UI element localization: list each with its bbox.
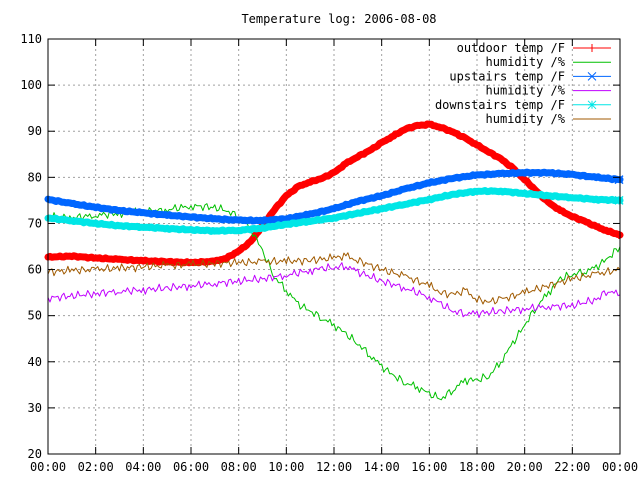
- series-layer: [44, 120, 624, 401]
- series-line: [44, 120, 624, 267]
- x-tick-label: 18:00: [459, 460, 495, 474]
- series-line: [44, 187, 624, 235]
- legend-label: upstairs temp /F: [449, 69, 565, 83]
- legend-label: outdoor temp /F: [457, 41, 565, 55]
- x-tick-label: 20:00: [507, 460, 543, 474]
- legend-label: humidity /%: [486, 112, 566, 126]
- y-tick-label: 90: [28, 124, 42, 138]
- x-tick-label: 08:00: [221, 460, 257, 474]
- y-tick-label: 70: [28, 216, 42, 230]
- legend-marker: [587, 100, 597, 110]
- legend-marker: [588, 44, 596, 52]
- y-tick-label: 30: [28, 401, 42, 415]
- axis-ticks: 20 30 40 50 60 70 80 90 100 110 00:00 02:00 04:00 06:…: [20, 32, 638, 474]
- x-tick-label: 02:00: [78, 460, 114, 474]
- series-3: [47, 262, 621, 319]
- x-tick-label: 10:00: [268, 460, 304, 474]
- x-tick-label: 06:00: [173, 460, 209, 474]
- y-tick-label: 110: [20, 32, 42, 46]
- series-line: [47, 252, 621, 305]
- y-tick-label: 60: [28, 263, 42, 277]
- grid: [48, 39, 620, 454]
- series-line: [47, 262, 621, 319]
- series-0: [44, 120, 624, 267]
- x-tick-label: 14:00: [364, 460, 400, 474]
- x-tick-label: 00:00: [602, 460, 638, 474]
- series-4: [47, 252, 621, 305]
- y-tick-label: 40: [28, 355, 42, 369]
- legend-label: downstairs temp /F: [435, 98, 565, 112]
- y-tick-label: 80: [28, 170, 42, 184]
- series-line: [44, 168, 624, 225]
- y-tick-label: 100: [20, 78, 42, 92]
- x-tick-label: 04:00: [125, 460, 161, 474]
- x-tick-label: 00:00: [30, 460, 66, 474]
- x-tick-label: 12:00: [316, 460, 352, 474]
- series-end-marker: [614, 195, 624, 205]
- series-5: [44, 187, 624, 235]
- x-tick-label: 16:00: [411, 460, 447, 474]
- y-tick-label: 50: [28, 309, 42, 323]
- legend-label: humidity /%: [486, 84, 566, 98]
- chart-title: Temperature log: 2006-08-08: [241, 12, 436, 26]
- x-tick-label: 22:00: [554, 460, 590, 474]
- legend-marker: [587, 72, 597, 81]
- legend-label: humidity /%: [486, 55, 566, 69]
- y-tick-label: 20: [28, 447, 42, 461]
- series-end-marker: [615, 230, 623, 239]
